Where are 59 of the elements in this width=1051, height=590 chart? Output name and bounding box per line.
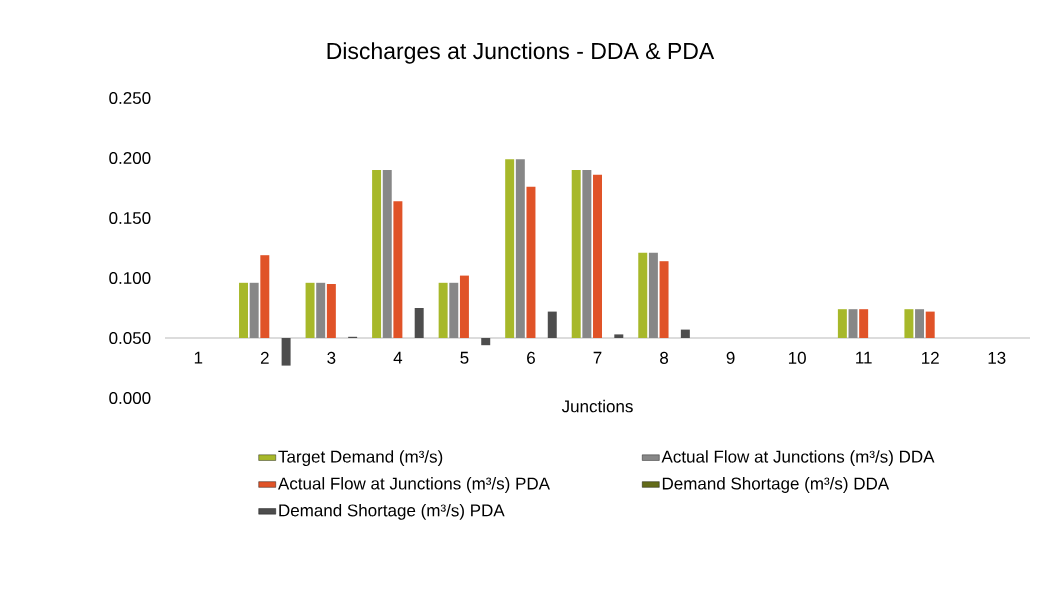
legend-label: Target Demand (m³/s) — [278, 450, 443, 467]
bar — [414, 308, 424, 338]
chart-title: Discharges at Junctions - DDA & PDA — [327, 42, 715, 64]
x-tick-label: 1 — [194, 351, 203, 364]
y-tick-label: 0.100 — [109, 271, 151, 285]
bar — [904, 309, 914, 338]
y-tick-label: 0.200 — [109, 151, 151, 165]
x-tick-label: 12 — [922, 351, 939, 364]
bar — [372, 170, 382, 338]
x-tick-label: 6 — [527, 351, 535, 364]
x-tick-label: 5 — [460, 351, 469, 364]
legend-label: Actual Flow at Junctions (m³/s) PDA — [277, 477, 550, 493]
bar — [547, 311, 557, 338]
bar — [614, 334, 624, 338]
legend-label: Actual Flow at Junctions (m³/s) DDA — [661, 450, 935, 467]
bar — [305, 282, 315, 338]
x-axis-title: Junctions — [561, 399, 633, 413]
bar — [316, 282, 326, 338]
x-tick-label: 4 — [393, 351, 403, 364]
x-tick-label: 8 — [660, 351, 669, 364]
x-tick-label: 7 — [593, 351, 602, 364]
y-tick-label: 0.250 — [109, 91, 151, 105]
bar — [438, 282, 448, 338]
bar — [859, 309, 869, 338]
bar — [648, 252, 658, 338]
bar — [526, 186, 536, 338]
bar — [249, 282, 259, 338]
x-tick-label: 9 — [726, 351, 735, 364]
x-tick-label: 3 — [327, 351, 336, 364]
bar — [281, 338, 291, 366]
bar — [571, 170, 581, 338]
bar — [481, 338, 491, 346]
x-tick-label: 2 — [260, 351, 269, 364]
bar — [459, 275, 469, 338]
bar — [593, 174, 602, 338]
y-tick-label: 0.050 — [109, 331, 151, 345]
bar — [638, 252, 648, 338]
y-tick-label: 0.000 — [109, 391, 151, 405]
bar — [837, 309, 847, 338]
x-tick-label: 11 — [856, 351, 872, 364]
bar — [449, 282, 459, 338]
bar — [326, 284, 336, 338]
bar — [260, 255, 270, 338]
bar — [848, 309, 858, 338]
bar — [382, 170, 392, 338]
bar — [659, 261, 669, 338]
bar — [680, 329, 690, 338]
bar — [515, 159, 525, 338]
bar — [925, 311, 935, 338]
x-tick-label: 10 — [788, 351, 806, 364]
bar — [915, 309, 925, 338]
bar — [582, 170, 592, 338]
legend-label: Demand Shortage (m³/s) DDA — [662, 477, 890, 493]
bar — [393, 201, 403, 338]
bar — [505, 159, 515, 338]
legend-label: Demand Shortage (m³/s) PDA — [279, 503, 505, 520]
bar — [239, 282, 249, 338]
y-tick-label: 0.150 — [109, 211, 151, 225]
x-tick-label: 13 — [988, 351, 1006, 364]
